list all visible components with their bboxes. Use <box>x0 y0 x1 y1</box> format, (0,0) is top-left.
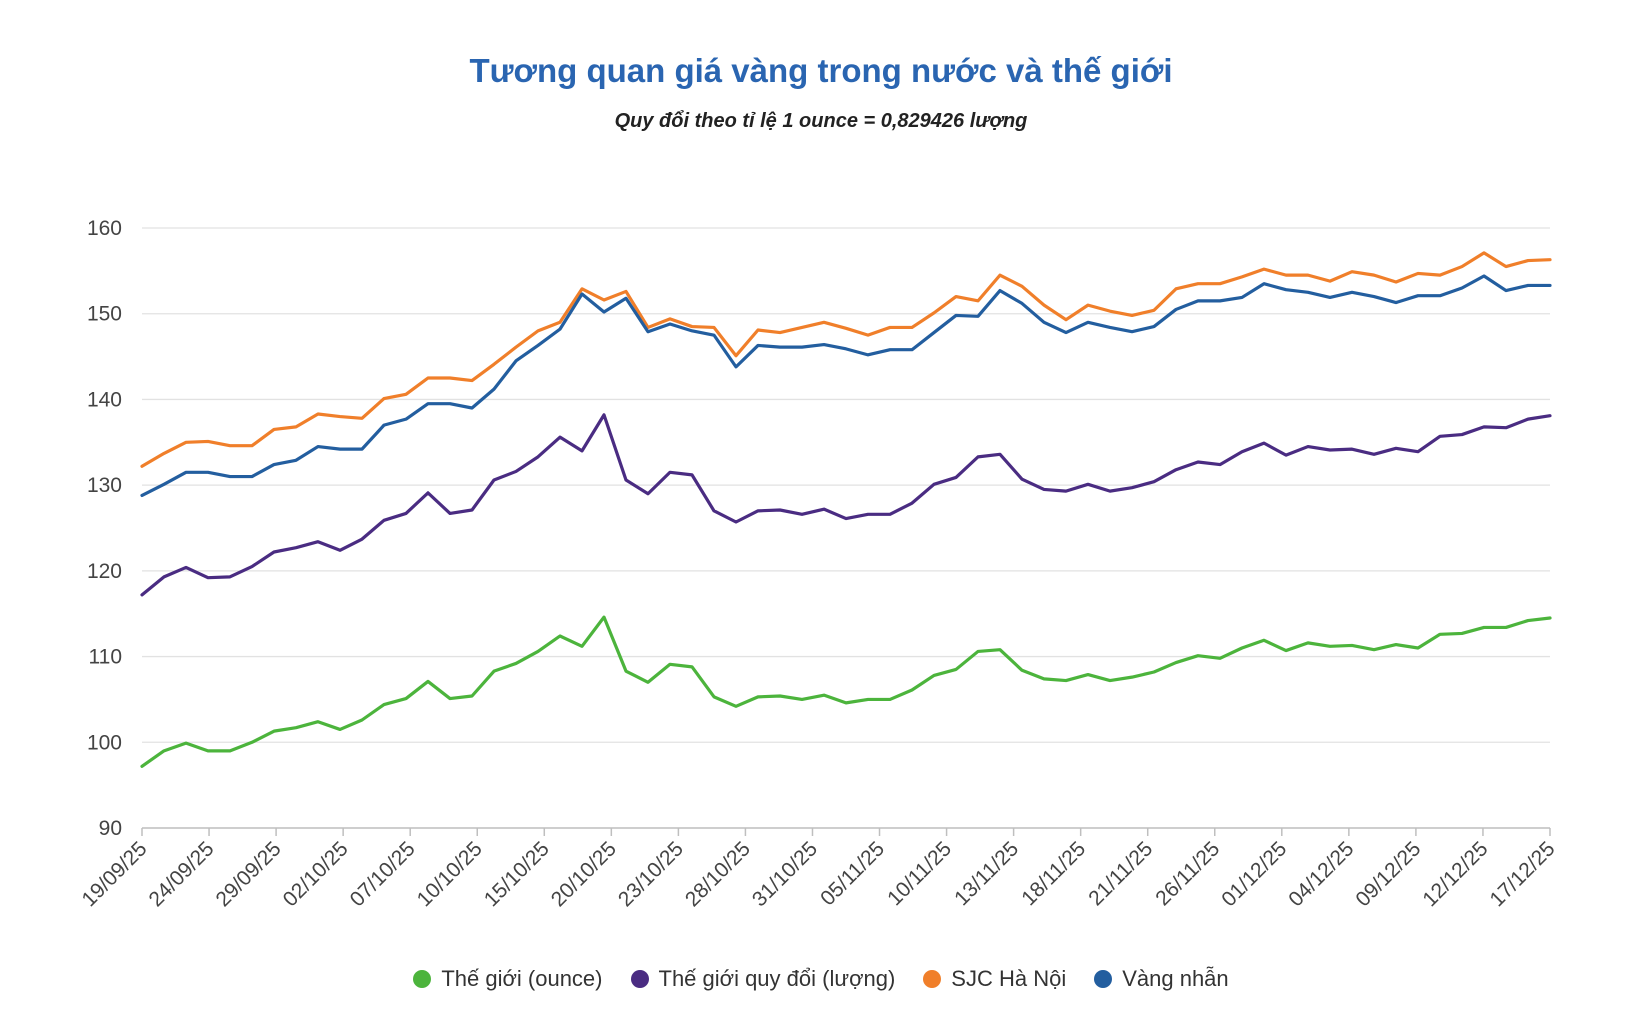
y-tick-label: 90 <box>99 817 122 840</box>
y-tick-label: 130 <box>87 474 122 497</box>
x-tick-label: 31/10/25 <box>748 837 822 911</box>
legend-item-vang-nhan[interactable]: Vàng nhẫn <box>1094 966 1229 992</box>
x-tick-label: 10/10/25 <box>413 837 487 911</box>
series-layer <box>140 251 1552 768</box>
series-line-3[interactable] <box>140 274 1552 498</box>
legend: Thế giới (ounce) Thế giới quy đổi (lượng… <box>0 966 1642 992</box>
x-tick-label: 23/10/25 <box>614 837 688 911</box>
legend-item-the-gioi-ounce[interactable]: Thế giới (ounce) <box>413 966 603 992</box>
legend-marker <box>630 970 649 988</box>
legend-marker <box>923 970 942 988</box>
legend-item-sjc-ha-noi[interactable]: SJC Hà Nội <box>923 966 1066 992</box>
series-line-1[interactable] <box>140 413 1552 597</box>
x-tick-label: 20/10/25 <box>547 837 621 911</box>
legend-label: SJC Hà Nội <box>951 966 1067 991</box>
y-tick-label: 120 <box>87 560 122 583</box>
x-tick-label: 09/12/25 <box>1351 837 1425 911</box>
x-tick-label: 24/09/25 <box>145 837 219 911</box>
x-tick-label: 18/11/25 <box>1017 837 1090 910</box>
y-tick-label: 110 <box>89 646 122 669</box>
x-tick-label: 12/12/25 <box>1418 837 1492 911</box>
series-line-2[interactable] <box>140 251 1552 468</box>
chart-subtitle: Quy đổi theo tỉ lệ 1 ounce = 0,829426 lư… <box>614 110 1028 132</box>
y-tick-label: 150 <box>87 303 122 326</box>
x-tick-label: 07/10/25 <box>346 837 420 911</box>
x-tick-label: 02/10/25 <box>279 837 353 911</box>
legend-label: Thế giới (ounce) <box>441 966 603 991</box>
y-tick-label: 160 <box>87 217 122 240</box>
x-tick-label: 15/10/25 <box>480 837 554 911</box>
x-tick-label: 26/11/25 <box>1151 837 1224 910</box>
series-line-0[interactable] <box>140 615 1552 768</box>
y-tick-label: 140 <box>87 388 122 411</box>
x-tick-label: 13/11/25 <box>950 837 1023 910</box>
x-tick-label: 28/10/25 <box>681 837 755 911</box>
axis-layer: 9010011012013014015016019/09/2524/09/252… <box>77 217 1559 911</box>
legend-marker <box>1094 970 1113 988</box>
chart-title: Tương quan giá vàng trong nước và thế gi… <box>469 52 1173 89</box>
legend-label: Thế giới quy đổi (lượng) <box>658 966 896 991</box>
x-tick-label: 05/11/25 <box>816 837 889 910</box>
legend-item-the-gioi-quy-doi[interactable]: Thế giới quy đổi (lượng) <box>630 966 896 992</box>
x-tick-label: 19/09/25 <box>77 837 151 911</box>
legend-label: Vàng nhẫn <box>1122 966 1229 991</box>
y-tick-label: 100 <box>87 731 122 754</box>
grid-layer <box>142 227 1550 829</box>
x-tick-label: 21/11/25 <box>1084 837 1157 910</box>
x-tick-label: 10/11/25 <box>883 837 956 910</box>
legend-marker <box>413 970 432 988</box>
x-tick-label: 29/09/25 <box>212 837 286 911</box>
x-tick-label: 17/12/25 <box>1485 837 1559 911</box>
x-tick-label: 04/12/25 <box>1284 837 1358 911</box>
x-tick-label: 01/12/25 <box>1217 837 1291 911</box>
